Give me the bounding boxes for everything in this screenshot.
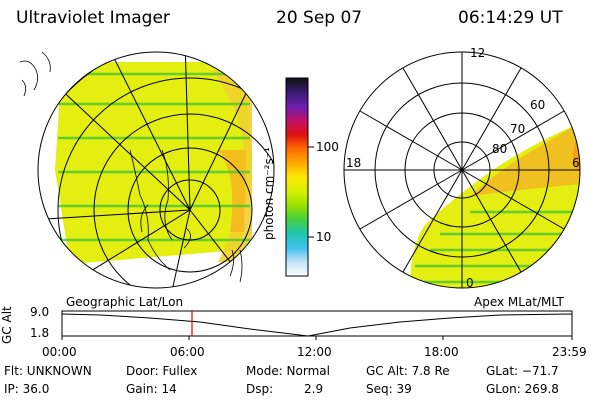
status-door: Door: Fullex	[126, 364, 198, 378]
timeline-xtick-0000: 00:00	[42, 345, 77, 359]
header-time: 06:14:29 UT	[458, 8, 563, 28]
mlat-label-80: 80	[492, 142, 508, 156]
geographic-caption: Geographic Lat/Lon	[66, 295, 184, 309]
mlat-label-70: 70	[510, 122, 526, 136]
status-ip: IP: 36.0	[4, 382, 50, 396]
coastline-antarctic	[129, 149, 191, 271]
status-mode: Mode: Normal	[246, 364, 330, 378]
geographic-map	[38, 52, 274, 288]
coastline-lower-right	[229, 249, 243, 283]
status-seq: Seq: 39	[366, 382, 412, 396]
timeline-xtick-2359: 23:59	[552, 345, 587, 359]
mlt-label-0: 0	[466, 276, 474, 290]
status-gc-alt: GC Alt: 7.8 Re	[366, 364, 450, 378]
status-glat: GLat: −71.7	[486, 364, 559, 378]
timeline-ytick-1-8: 1.8	[30, 326, 50, 340]
status-dsp-value: 2.9	[304, 382, 324, 396]
status-glon: GLon: 269.8	[486, 382, 559, 396]
mlt-label-6: 6	[572, 156, 580, 170]
timeline-frame	[61, 310, 573, 337]
timeline-xtick-0600: 06:00	[170, 345, 205, 359]
coastline-south-america	[19, 51, 51, 97]
timeline-xtick-1200: 12:00	[297, 345, 332, 359]
colorbar	[285, 77, 309, 277]
mlt-label-18: 18	[346, 156, 362, 170]
header-date: 20 Sep 07	[276, 8, 363, 28]
app-title: Ultraviolet Imager	[16, 8, 170, 28]
timeline-ytick-9: 9.0	[30, 305, 50, 319]
timeline-axis-label: GC Alt	[0, 306, 14, 344]
timeline-xtick-1800: 18:00	[424, 345, 459, 359]
data-stripes-left	[58, 72, 250, 242]
status-dsp-label: Dsp:	[246, 382, 274, 396]
lat-circles	[38, 52, 274, 288]
colorbar-label-100: 100	[316, 140, 339, 154]
orbit-altitude-curve	[61, 313, 573, 337]
colorbar-label-10: 10	[316, 230, 332, 244]
earth-limb	[37, 51, 275, 289]
apex-map	[410, 124, 580, 288]
apex-caption: Apex MLat/MLT	[474, 295, 564, 309]
colorbar-unit-label: photon cm⁻²s⁻¹	[262, 147, 276, 240]
mlat-label-60: 60	[530, 98, 546, 112]
status-gain: Gain: 14	[126, 382, 177, 396]
mlt-label-12: 12	[470, 46, 486, 60]
mlt-axes	[344, 52, 580, 288]
timeline-ticks	[61, 336, 573, 340]
status-filter: Flt: UNKNOWN	[4, 364, 92, 378]
